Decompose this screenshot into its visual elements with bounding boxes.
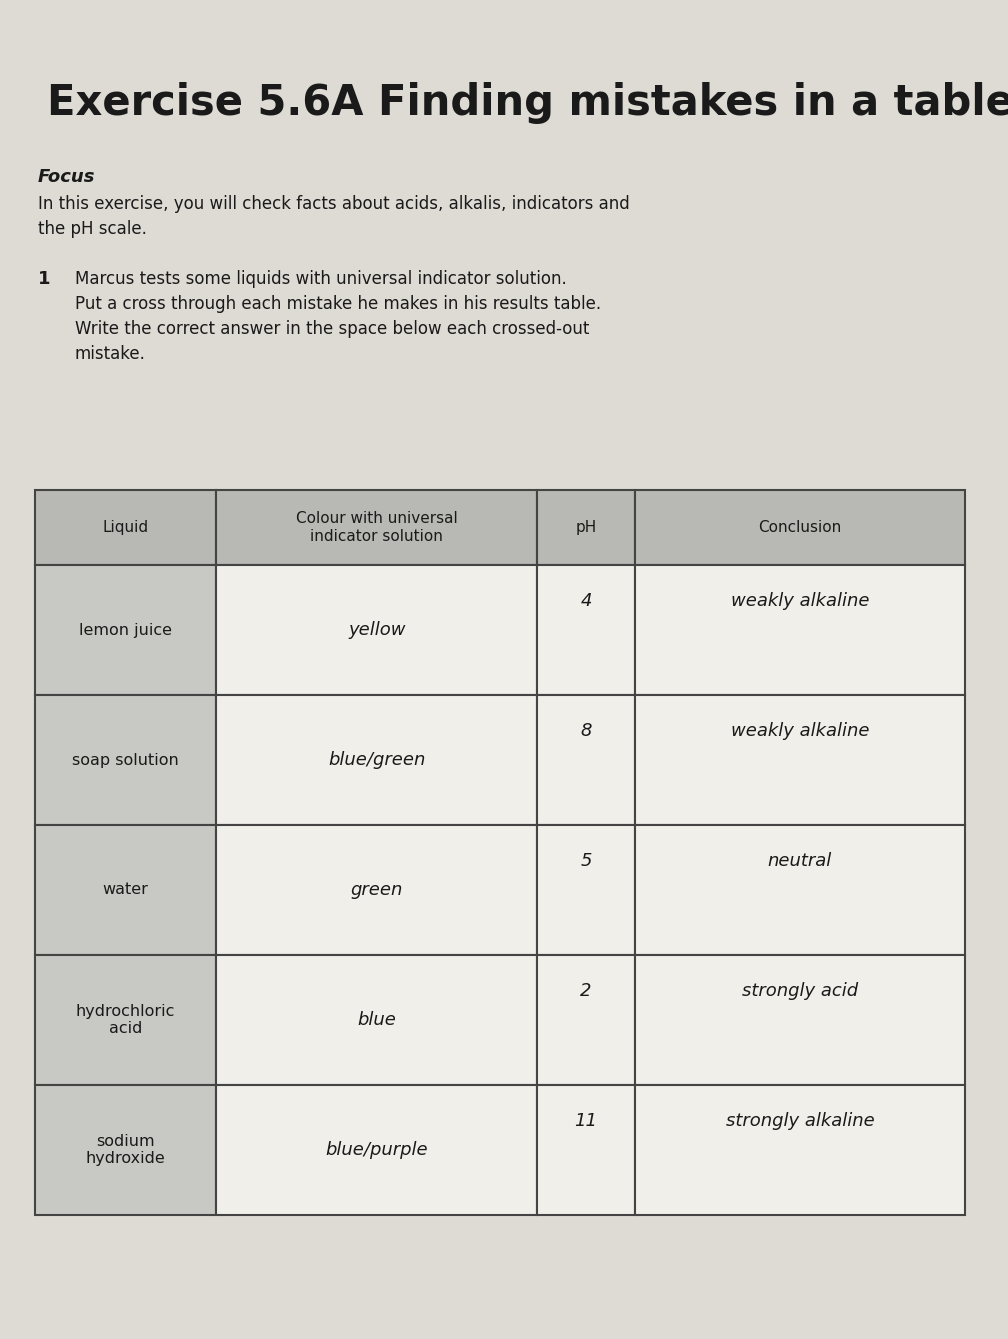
Bar: [217, 825, 537, 955]
Bar: [537, 825, 635, 955]
Bar: [537, 955, 635, 1085]
Text: water: water: [103, 882, 148, 897]
Text: blue/purple: blue/purple: [326, 1141, 428, 1160]
Text: soap solution: soap solution: [73, 753, 179, 767]
Bar: [635, 490, 965, 565]
Text: blue: blue: [358, 1011, 396, 1028]
Bar: [217, 695, 537, 825]
Bar: [635, 565, 965, 695]
Text: mistake.: mistake.: [75, 345, 146, 363]
Text: Liquid: Liquid: [103, 520, 149, 536]
Text: Conclusion: Conclusion: [758, 520, 842, 536]
Bar: [537, 565, 635, 695]
Text: pH: pH: [576, 520, 597, 536]
Bar: [35, 1085, 217, 1214]
Text: Marcus tests some liquids with universal indicator solution.: Marcus tests some liquids with universal…: [75, 270, 566, 288]
Text: sodium
hydroxide: sodium hydroxide: [86, 1134, 165, 1166]
Bar: [35, 955, 217, 1085]
Text: neutral: neutral: [768, 853, 832, 870]
Text: Write the correct answer in the space below each crossed-out: Write the correct answer in the space be…: [75, 320, 590, 337]
Bar: [35, 825, 217, 955]
Bar: [537, 490, 635, 565]
Text: lemon juice: lemon juice: [80, 623, 172, 637]
Text: green: green: [351, 881, 403, 898]
Bar: [635, 825, 965, 955]
Bar: [217, 490, 537, 565]
Text: weakly alkaline: weakly alkaline: [731, 592, 869, 611]
Text: weakly alkaline: weakly alkaline: [731, 723, 869, 740]
Text: 2: 2: [581, 983, 592, 1000]
Text: In this exercise, you will check facts about acids, alkalis, indicators and: In this exercise, you will check facts a…: [38, 195, 630, 213]
Bar: [635, 955, 965, 1085]
Text: Exercise 5.6A Finding mistakes in a table: Exercise 5.6A Finding mistakes in a tabl…: [46, 82, 1008, 125]
Bar: [35, 490, 217, 565]
Bar: [537, 1085, 635, 1214]
Text: 4: 4: [581, 592, 592, 611]
Text: strongly alkaline: strongly alkaline: [726, 1113, 874, 1130]
Text: yellow: yellow: [348, 621, 405, 639]
Bar: [635, 1085, 965, 1214]
Bar: [217, 955, 537, 1085]
Bar: [217, 565, 537, 695]
Text: 11: 11: [575, 1113, 598, 1130]
Text: Focus: Focus: [38, 167, 96, 186]
Text: hydrochloric
acid: hydrochloric acid: [76, 1004, 175, 1036]
Bar: [35, 565, 217, 695]
Bar: [537, 695, 635, 825]
Text: Colour with universal
indicator solution: Colour with universal indicator solution: [296, 511, 458, 544]
Text: 1: 1: [38, 270, 50, 288]
Bar: [635, 695, 965, 825]
Text: Put a cross through each mistake he makes in his results table.: Put a cross through each mistake he make…: [75, 295, 601, 313]
Bar: [217, 1085, 537, 1214]
Bar: [35, 695, 217, 825]
Text: blue/green: blue/green: [328, 751, 425, 769]
Text: 5: 5: [581, 853, 592, 870]
Text: the pH scale.: the pH scale.: [38, 220, 147, 238]
Text: 8: 8: [581, 723, 592, 740]
Text: strongly acid: strongly acid: [742, 983, 858, 1000]
